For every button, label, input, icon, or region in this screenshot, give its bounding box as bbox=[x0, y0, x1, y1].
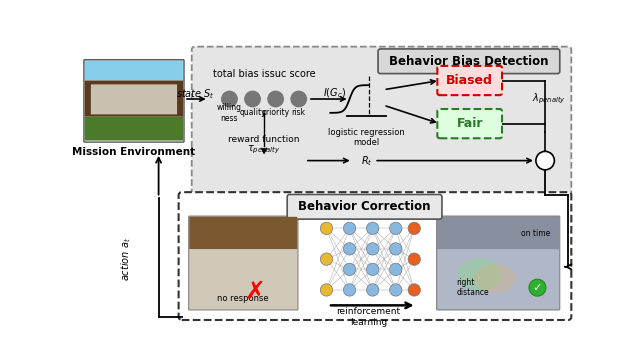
Circle shape bbox=[408, 222, 420, 234]
FancyBboxPatch shape bbox=[287, 195, 442, 219]
Circle shape bbox=[245, 91, 260, 107]
FancyBboxPatch shape bbox=[84, 81, 183, 117]
Text: ✓: ✓ bbox=[532, 283, 542, 293]
Text: Mission Environment: Mission Environment bbox=[72, 147, 196, 157]
Text: willing
ness: willing ness bbox=[217, 103, 242, 123]
Circle shape bbox=[367, 263, 379, 276]
FancyBboxPatch shape bbox=[192, 46, 572, 195]
Text: $\tau_{penalty}$: $\tau_{penalty}$ bbox=[247, 144, 281, 156]
FancyBboxPatch shape bbox=[378, 49, 560, 74]
FancyBboxPatch shape bbox=[189, 249, 297, 309]
Circle shape bbox=[529, 279, 546, 296]
Text: on time: on time bbox=[521, 229, 550, 238]
Circle shape bbox=[390, 284, 402, 296]
Text: $I(G_c)$: $I(G_c)$ bbox=[323, 86, 346, 99]
FancyBboxPatch shape bbox=[179, 192, 572, 320]
Circle shape bbox=[367, 222, 379, 234]
Text: reinforcement
learning: reinforcement learning bbox=[337, 307, 401, 327]
FancyBboxPatch shape bbox=[84, 117, 183, 140]
Text: reward function: reward function bbox=[228, 135, 300, 144]
Circle shape bbox=[344, 263, 356, 276]
Text: $R_t$: $R_t$ bbox=[361, 154, 372, 167]
Circle shape bbox=[367, 284, 379, 296]
FancyBboxPatch shape bbox=[437, 66, 502, 95]
Circle shape bbox=[390, 222, 402, 234]
FancyBboxPatch shape bbox=[436, 216, 560, 310]
Text: right
distance: right distance bbox=[456, 278, 489, 297]
Text: logistic regression
model: logistic regression model bbox=[328, 128, 405, 147]
FancyBboxPatch shape bbox=[84, 61, 183, 81]
Text: priority: priority bbox=[262, 109, 290, 117]
Circle shape bbox=[221, 91, 237, 107]
Circle shape bbox=[320, 253, 333, 265]
FancyBboxPatch shape bbox=[437, 249, 559, 309]
Circle shape bbox=[344, 222, 356, 234]
Text: total bias issuc score: total bias issuc score bbox=[212, 69, 316, 79]
Circle shape bbox=[390, 243, 402, 255]
Text: risk: risk bbox=[292, 109, 306, 117]
Text: action $a_t$: action $a_t$ bbox=[119, 237, 133, 281]
Circle shape bbox=[408, 253, 420, 265]
Circle shape bbox=[344, 243, 356, 255]
Circle shape bbox=[408, 284, 420, 296]
Circle shape bbox=[390, 263, 402, 276]
Text: quality: quality bbox=[239, 109, 266, 117]
FancyBboxPatch shape bbox=[91, 84, 177, 114]
FancyBboxPatch shape bbox=[189, 217, 297, 249]
Text: Behavior Correction: Behavior Correction bbox=[298, 200, 431, 213]
Circle shape bbox=[268, 91, 284, 107]
Circle shape bbox=[536, 151, 554, 170]
Circle shape bbox=[367, 243, 379, 255]
Text: no response: no response bbox=[218, 294, 269, 303]
FancyBboxPatch shape bbox=[189, 216, 298, 310]
Text: $\lambda_{penalty}$: $\lambda_{penalty}$ bbox=[532, 92, 566, 106]
Ellipse shape bbox=[476, 265, 515, 292]
Circle shape bbox=[320, 222, 333, 234]
Ellipse shape bbox=[458, 259, 501, 290]
Text: state $S_t$: state $S_t$ bbox=[176, 87, 215, 101]
Circle shape bbox=[291, 91, 307, 107]
Circle shape bbox=[320, 284, 333, 296]
Text: Behavior Bias Detection: Behavior Bias Detection bbox=[389, 55, 548, 68]
Text: ✗: ✗ bbox=[244, 280, 266, 304]
Text: Fair: Fair bbox=[456, 117, 483, 130]
Circle shape bbox=[344, 284, 356, 296]
FancyBboxPatch shape bbox=[437, 109, 502, 138]
Text: Biased: Biased bbox=[446, 74, 493, 87]
